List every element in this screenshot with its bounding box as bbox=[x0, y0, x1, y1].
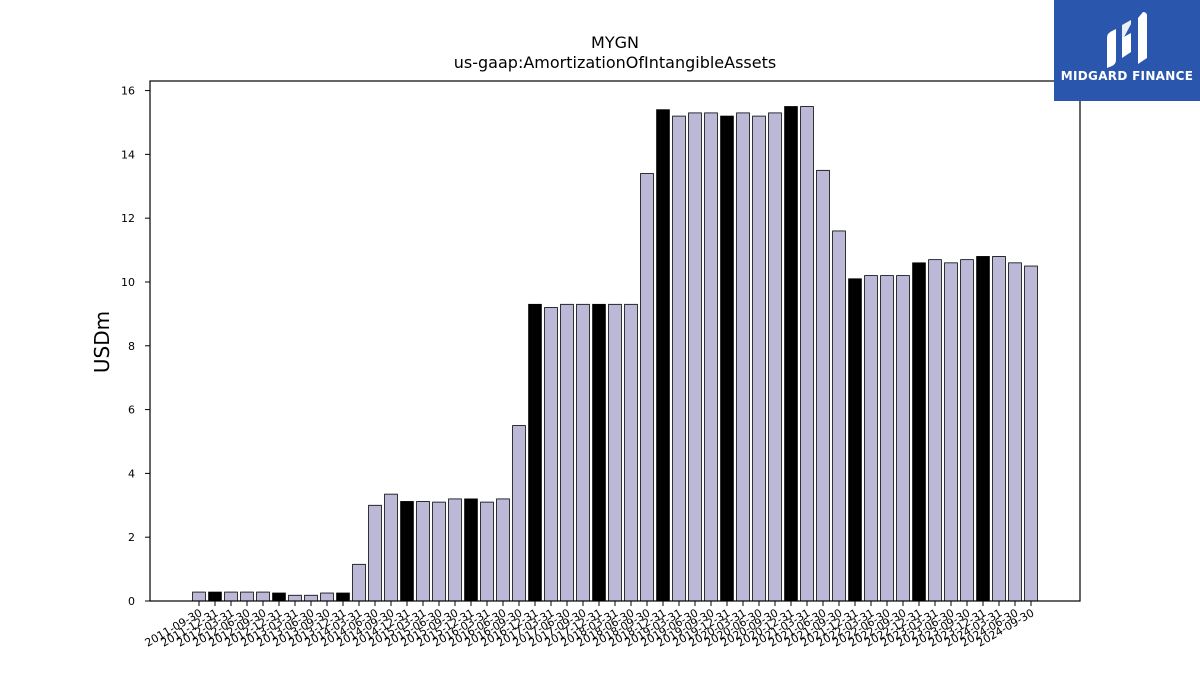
bar-2016-12-31 bbox=[528, 303, 542, 602]
chart-title: MYGN bbox=[591, 33, 639, 52]
bar-2014-03-31 bbox=[352, 563, 366, 602]
bar-2023-09-30 bbox=[960, 259, 974, 602]
bar-2021-09-30 bbox=[832, 230, 846, 602]
bar-2020-12-31 bbox=[784, 106, 798, 602]
bar-2014-12-31 bbox=[400, 501, 414, 602]
bar-2018-06-30 bbox=[624, 303, 638, 602]
bar-2016-06-30 bbox=[496, 498, 510, 602]
bar-2024-03-31 bbox=[992, 256, 1006, 602]
bar-2019-06-30 bbox=[688, 112, 702, 602]
logo: MIDGARD FINANCE bbox=[1054, 0, 1200, 101]
bar-2023-06-30 bbox=[944, 262, 958, 602]
bar-2022-09-30 bbox=[896, 275, 910, 602]
bar-2024-09-30 bbox=[1024, 265, 1038, 602]
bar-2013-12-31 bbox=[336, 592, 350, 602]
bar-2017-12-31 bbox=[592, 303, 606, 602]
y-tick-label: 12 bbox=[121, 212, 135, 225]
bar-2018-03-31 bbox=[608, 303, 622, 602]
y-tick-label: 4 bbox=[128, 467, 135, 480]
midgard-logo-icon bbox=[1107, 12, 1147, 68]
bar-2018-09-30 bbox=[640, 173, 654, 602]
y-tick-label: 10 bbox=[121, 276, 135, 289]
y-tick-label: 8 bbox=[128, 340, 135, 353]
x-axis: 2011-09-302011-12-312012-03-312012-06-30… bbox=[143, 601, 1037, 650]
bar-2014-06-30 bbox=[368, 504, 382, 602]
bar-2020-06-30 bbox=[752, 115, 766, 602]
bar-2012-12-31 bbox=[272, 592, 286, 602]
bar-2021-03-31 bbox=[800, 106, 814, 602]
y-tick-label: 6 bbox=[128, 404, 135, 417]
bar-2014-09-30 bbox=[384, 493, 398, 602]
bar-2013-09-30 bbox=[320, 592, 334, 602]
plot-frame bbox=[149, 80, 1081, 602]
bar-2019-09-30 bbox=[704, 112, 718, 602]
bars-layer bbox=[192, 106, 1038, 602]
bar-2018-12-31 bbox=[656, 109, 670, 602]
bar-2013-03-31 bbox=[288, 594, 302, 602]
bar-2016-03-31 bbox=[480, 501, 494, 602]
bar-2022-03-31 bbox=[864, 275, 878, 602]
bar-2019-12-31 bbox=[720, 115, 734, 602]
bar-2012-09-30 bbox=[256, 591, 270, 602]
logo-text: MIDGARD FINANCE bbox=[1061, 69, 1193, 83]
y-axis: 0 2 4 6 8 10 12 14 16 bbox=[121, 85, 150, 608]
bar-2016-09-30 bbox=[512, 425, 526, 602]
bar-2011-12-31 bbox=[208, 591, 222, 602]
bar-2022-12-31 bbox=[912, 262, 926, 602]
bar-2015-12-31 bbox=[464, 498, 478, 602]
bar-2012-03-31 bbox=[224, 591, 238, 602]
bar-2021-12-31 bbox=[848, 278, 862, 602]
bar-2017-09-30 bbox=[576, 303, 590, 602]
bar-2011-09-30 bbox=[192, 591, 206, 602]
bar-2015-06-30 bbox=[432, 501, 446, 602]
bar-2017-06-30 bbox=[560, 303, 574, 602]
bar-2023-03-31 bbox=[928, 259, 942, 602]
bar-2020-03-31 bbox=[736, 112, 750, 602]
bar-2015-03-31 bbox=[416, 501, 430, 602]
bar-2021-06-30 bbox=[816, 169, 830, 602]
bar-2024-06-30 bbox=[1008, 262, 1022, 602]
bar-2023-12-31 bbox=[976, 256, 990, 602]
bar-2013-06-30 bbox=[304, 594, 318, 602]
y-tick-label: 0 bbox=[128, 595, 135, 608]
bar-2022-06-30 bbox=[880, 275, 894, 602]
y-tick-label: 2 bbox=[128, 531, 135, 544]
y-axis-label: USDm bbox=[90, 311, 114, 373]
bar-2015-09-30 bbox=[448, 498, 462, 602]
bar-2017-03-31 bbox=[544, 307, 558, 602]
y-tick-label: 14 bbox=[121, 148, 135, 161]
bar-2019-03-31 bbox=[672, 115, 686, 602]
chart-subtitle: us-gaap:AmortizationOfIntangibleAssets bbox=[454, 53, 776, 72]
y-tick-label: 16 bbox=[121, 85, 135, 98]
bar-2020-09-30 bbox=[768, 112, 782, 602]
bar-2012-06-30 bbox=[240, 591, 254, 602]
